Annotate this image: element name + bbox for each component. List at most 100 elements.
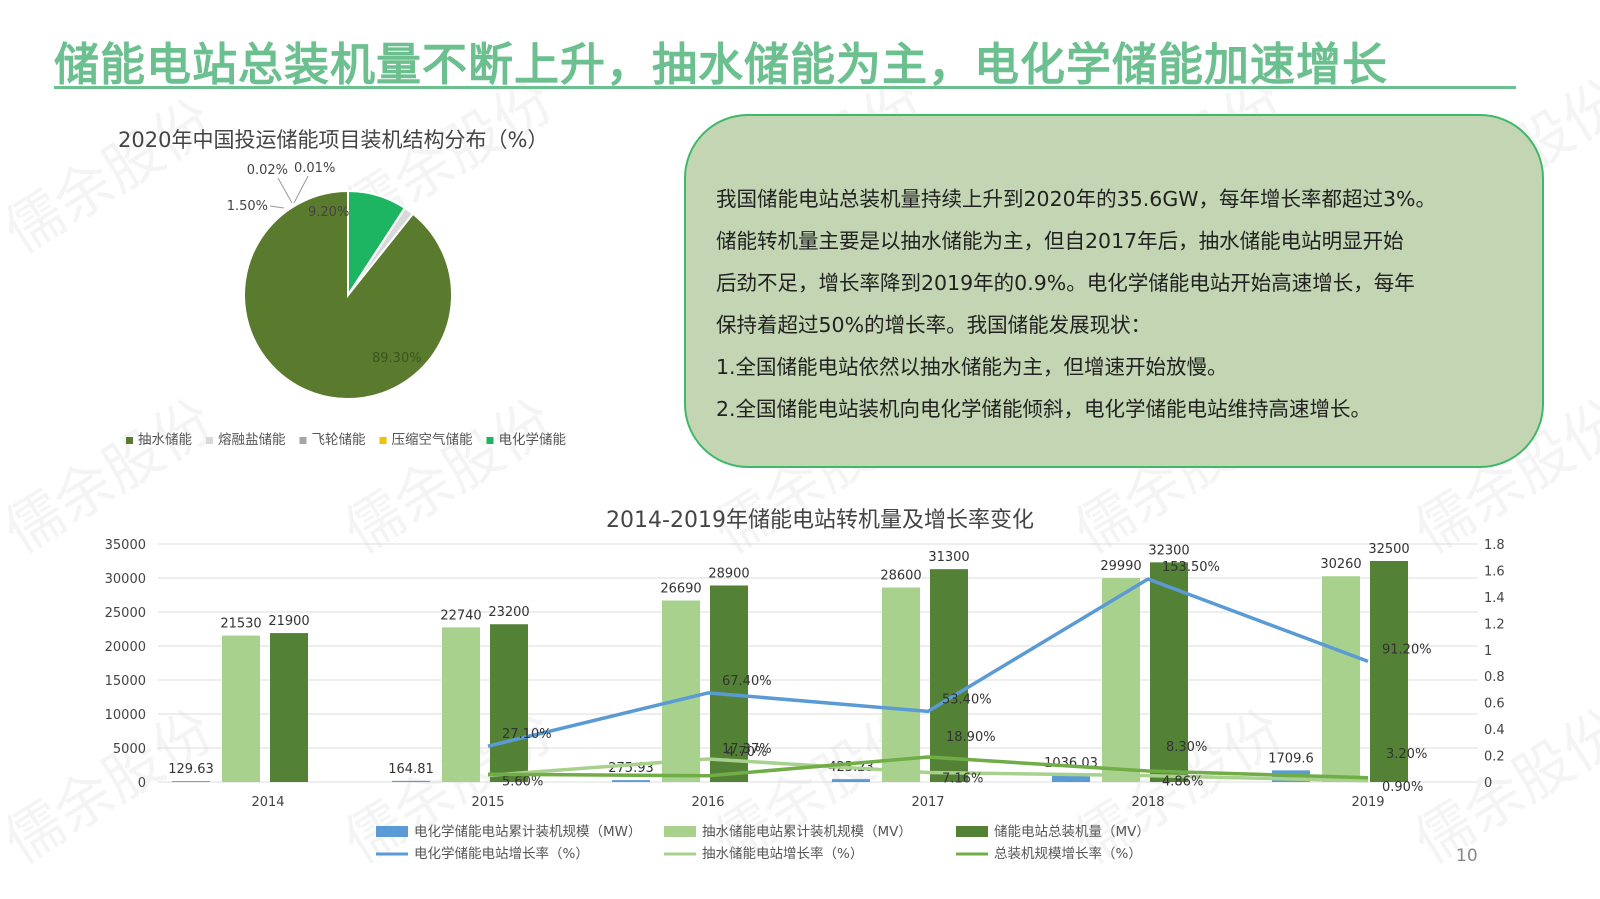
bar: [1102, 578, 1140, 782]
x-tick-label: 2014: [251, 795, 284, 810]
line-data-label: 27.10%: [502, 727, 552, 742]
summary-line: 1.全国储能电站依然以抽水储能为主，但增速开始放慢。: [716, 355, 1228, 379]
bar: [882, 587, 920, 782]
bar: [270, 633, 308, 782]
x-tick-label: 2016: [691, 795, 724, 810]
summary-line: 储能转机量主要是以抽水储能为主，但自2017年后，抽水储能电站明显开始: [716, 229, 1404, 253]
line-data-label: 7.16%: [942, 772, 983, 787]
pie-chart-title: 2020年中国投运储能项目装机结构分布（%）: [118, 128, 549, 152]
bar: [442, 627, 480, 782]
legend-label: 抽水储能电站累计装机规模（MV）: [702, 824, 912, 840]
bar-data-label: 30260: [1320, 557, 1361, 572]
pie-slice-电化学储能: [347, 189, 407, 299]
pie-legend-label: 熔融盐储能: [218, 432, 286, 448]
y-left-tick-label: 5000: [113, 742, 146, 757]
legend-label: 抽水储能电站增长率（%）: [702, 845, 863, 862]
legend-label: 储能电站总装机量（MV）: [994, 824, 1150, 840]
pie-legend-marker: [126, 437, 133, 444]
pie-legend-label: 抽水储能: [138, 432, 192, 448]
bar-data-label: 28900: [708, 566, 749, 581]
line-data-label: 153.50%: [1162, 560, 1220, 575]
pie-legend-label: 电化学储能: [499, 432, 567, 448]
bar-data-label: 1709.6: [1268, 751, 1314, 766]
line-data-label: 5.60%: [502, 774, 543, 789]
bar: [222, 635, 260, 782]
line-data-label: 3.20%: [1386, 747, 1427, 762]
line-data-label: 18.90%: [946, 730, 996, 745]
line-data-label: 53.40%: [942, 692, 992, 707]
bar-data-label: 26690: [660, 582, 701, 597]
x-tick-label: 2019: [1351, 795, 1384, 810]
y-right-tick-label: 1.2: [1484, 617, 1505, 632]
y-left-tick-label: 35000: [105, 538, 146, 553]
pie-data-label: 0.02%: [247, 163, 288, 178]
bar-data-label: 21530: [220, 617, 261, 632]
summary-box: 我国储能电站总装机量持续上升到2020年的35.6GW，每年增长率都超过3%。 …: [684, 114, 1544, 468]
line-data-label: 4.70%: [726, 745, 767, 760]
bar: [930, 569, 968, 782]
line-series: [487, 755, 1369, 780]
line-data-label: 8.30%: [1166, 740, 1207, 755]
line-data-label: 17.37%: [722, 742, 772, 757]
bar-line-chart: 0 5000 10000 15000 20000 25000 30000 35000 0 0.2 0…: [105, 538, 1505, 862]
bar-data-label: 28600: [880, 569, 921, 584]
y-left-tick-label: 10000: [105, 708, 146, 723]
line-data-label: 4.86%: [1162, 775, 1203, 790]
page-title: 储能电站总装机量不断上升，抽水储能为主，电化学储能加速增长: [54, 38, 1389, 91]
summary-line: 2.全国储能电站装机向电化学储能倾斜，电化学储能电站维持高速增长。: [716, 397, 1372, 421]
bar: [1322, 576, 1360, 782]
bar-data-label: 29990: [1100, 559, 1141, 574]
pie-data-label: 0.01%: [294, 161, 335, 176]
pie-legend-marker: [486, 437, 494, 444]
bar: [612, 780, 650, 782]
legend-label: 电化学储能电站累计装机规模（MW）: [414, 824, 642, 840]
y-left-tick-label: 20000: [105, 640, 146, 655]
pie-leader-line: [293, 175, 309, 204]
bar: [832, 779, 870, 782]
y-right-tick-label: 0: [1484, 776, 1492, 791]
line-data-label: 0.90%: [1382, 780, 1423, 795]
x-tick-label: 2018: [1131, 795, 1164, 810]
line-data-label: 67.40%: [722, 674, 772, 689]
pie-leader-line: [277, 177, 293, 204]
pie-data-label: 9.20%: [308, 205, 349, 220]
bar: [1370, 561, 1408, 782]
x-tick-label: 2015: [471, 795, 504, 810]
pie-legend-marker: [379, 437, 387, 444]
pie-legend-label: 飞轮储能: [312, 432, 366, 448]
bar-data-label: 129.63: [168, 762, 214, 777]
pie-leader-line: [269, 205, 285, 209]
bar-data-label: 22740: [440, 608, 481, 623]
bar: [1150, 562, 1188, 782]
pie-legend-marker: [206, 437, 213, 444]
title-underline: [54, 86, 1516, 89]
summary-line: 我国储能电站总装机量持续上升到2020年的35.6GW，每年增长率都超过3%。: [716, 187, 1436, 211]
bar-data-label: 32500: [1368, 542, 1409, 557]
bar-data-label: 21900: [268, 614, 309, 629]
summary-line: 后劲不足，增长率降到2019年的0.9%。电化学储能电站开始高速增长，每年: [716, 271, 1415, 295]
bar: [172, 781, 210, 782]
y-right-tick-label: 0.6: [1484, 697, 1505, 712]
y-right-tick-label: 0.2: [1484, 750, 1505, 765]
pie-legend-label: 压缩空气储能: [392, 432, 473, 448]
y-right-tick-label: 1.8: [1484, 538, 1505, 553]
line-series: [487, 757, 1369, 783]
bar: [710, 585, 748, 782]
legend-marker: [956, 826, 988, 837]
bar-data-label: 32300: [1148, 543, 1189, 558]
bar: [662, 600, 700, 782]
bar-data-label: 31300: [928, 550, 969, 565]
bar-chart-title: 2014-2019年储能电站转机量及增长率变化: [606, 508, 1034, 533]
y-left-tick-label: 0: [138, 776, 146, 791]
legend-marker: [664, 826, 696, 837]
pie-data-label: 1.50%: [227, 199, 268, 214]
y-left-tick-label: 15000: [105, 674, 146, 689]
y-right-tick-label: 1.4: [1484, 591, 1505, 606]
x-tick-label: 2017: [911, 795, 944, 810]
bar: [1052, 774, 1090, 782]
legend-marker: [376, 826, 408, 837]
pie-data-label: 89.30%: [372, 351, 422, 366]
y-right-tick-label: 0.4: [1484, 723, 1505, 738]
y-left-tick-label: 30000: [105, 572, 146, 587]
pie-legend-marker: [299, 437, 307, 444]
